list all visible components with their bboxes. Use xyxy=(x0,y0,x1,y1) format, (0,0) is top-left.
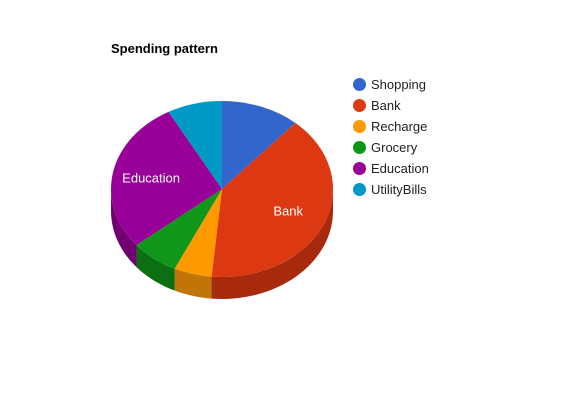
legend-item-education[interactable]: Education xyxy=(353,158,429,179)
slice-label-bank: Bank xyxy=(273,204,303,219)
pie-side-grocery xyxy=(136,245,175,291)
legend-label: Grocery xyxy=(371,140,418,155)
legend-item-bank[interactable]: Bank xyxy=(353,95,429,116)
pie-slice-bank[interactable] xyxy=(211,122,334,278)
legend-swatch xyxy=(353,99,366,112)
legend-label: Shopping xyxy=(371,77,426,92)
pie-slices xyxy=(111,101,334,278)
legend-item-grocery[interactable]: Grocery xyxy=(353,137,429,158)
legend-label: Education xyxy=(371,161,429,176)
legend-label: UtilityBills xyxy=(371,182,427,197)
legend-swatch xyxy=(353,78,366,91)
pie-slice-grocery[interactable] xyxy=(136,189,222,269)
legend-label: Bank xyxy=(371,98,401,113)
pie-slice-education[interactable] xyxy=(111,111,222,246)
pie-side-walls xyxy=(111,189,333,299)
legend-swatch xyxy=(353,162,366,175)
pie-slice-utilitybills[interactable] xyxy=(168,101,222,189)
legend-swatch xyxy=(353,183,366,196)
pie-side-education xyxy=(111,189,137,268)
legend: Shopping Bank Recharge Grocery Education Util… xyxy=(353,74,429,200)
pie-side-recharge xyxy=(174,268,212,299)
legend-label: Recharge xyxy=(371,119,428,134)
chart-title: Spending pattern xyxy=(111,41,218,56)
pie-slice-recharge[interactable] xyxy=(174,189,222,277)
legend-item-recharge[interactable]: Recharge xyxy=(353,116,429,137)
legend-item-shopping[interactable]: Shopping xyxy=(353,74,429,95)
legend-swatch xyxy=(353,141,366,154)
pie-slice-shopping[interactable] xyxy=(222,101,296,189)
legend-item-utilitybills[interactable]: UtilityBills xyxy=(353,179,429,200)
slice-label-education: Education xyxy=(122,170,180,185)
legend-swatch xyxy=(353,120,366,133)
pie-side-bank xyxy=(211,189,333,299)
